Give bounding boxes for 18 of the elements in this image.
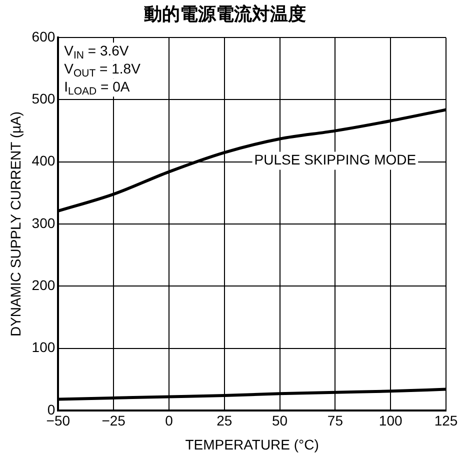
x-tick-label: 125	[434, 412, 458, 429]
y-tick-label: 100	[32, 339, 56, 356]
y-tick-label: 400	[32, 152, 56, 169]
y-tick-label: 300	[32, 214, 56, 231]
chart-title: 動的電源電流対温度	[143, 4, 306, 24]
y-tick-label: 200	[32, 276, 56, 293]
y-tick-label: 600	[32, 28, 56, 44]
x-tick-label: 50	[272, 412, 288, 429]
x-tick-label: 0	[165, 412, 174, 429]
x-tick-label: 25	[216, 412, 232, 429]
x-axis-title: TEMPERATURE (°C)	[185, 436, 319, 452]
series-label: PULSE SKIPPING MODE	[254, 152, 416, 168]
x-tick-label: 75	[327, 412, 344, 429]
y-tick-label: 0	[47, 401, 56, 418]
y-axis-title: DYNAMIC SUPPLY CURRENT (µA)	[7, 111, 24, 337]
x-tick-label: 100	[378, 412, 402, 429]
x-tick-label: −25	[102, 412, 126, 429]
y-tick-label: 500	[32, 90, 56, 107]
